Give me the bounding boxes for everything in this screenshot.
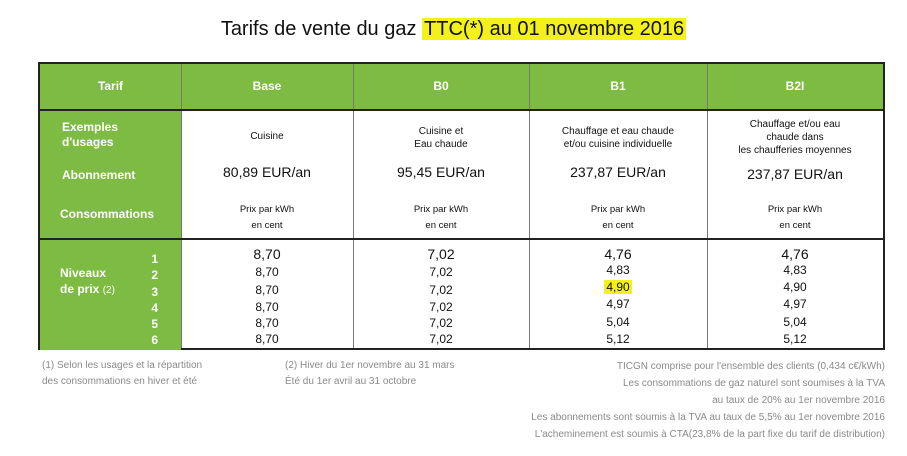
- usage-line: les chaufferies moyennes: [738, 145, 852, 156]
- usage-b0: Cuisine et Eau chaude: [353, 125, 529, 151]
- label-consommations: Consommations: [60, 207, 155, 221]
- footnote-2-line1: (2) Hiver du 1er novembre au 31 mars: [285, 360, 455, 371]
- price-b1-6: 5,12: [606, 332, 630, 346]
- abonnement-base: 80,89 EUR/an: [223, 164, 311, 180]
- prix-label-line2: en cent: [425, 220, 457, 231]
- level-number: 3: [151, 284, 158, 299]
- price-b1-1: 4,76: [604, 246, 632, 262]
- column-divider: [707, 64, 708, 348]
- price-b2i-4: 4,97: [783, 297, 807, 311]
- price-b0-2: 7,02: [429, 265, 453, 279]
- header-base: Base: [252, 79, 282, 93]
- footnote-2: (2) Hiver du 1er novembre au 31 mars Été…: [285, 358, 455, 390]
- price-b1-5: 5,04: [606, 315, 630, 329]
- prix-label-b0: Prix par kWh en cent: [353, 202, 529, 234]
- price-base-2: 8,70: [255, 265, 279, 279]
- price-b0-3: 7,02: [429, 283, 453, 297]
- usage-line: Cuisine: [250, 131, 284, 142]
- prix-label-line2: en cent: [602, 220, 634, 231]
- footnote-right-line: au taux de 20% au 1er novembre 2016: [712, 395, 885, 406]
- footnote-1-line1: (1) Selon les usages et la répartition: [42, 360, 203, 371]
- footnote-right: TICGN comprise pour l'ensemble des clien…: [531, 358, 885, 443]
- price-base-4: 8,70: [255, 300, 279, 314]
- price-base-6: 8,70: [255, 332, 279, 346]
- price-b0-4: 7,02: [429, 300, 453, 314]
- price-b2i-1: 4,76: [781, 246, 809, 262]
- level-number: 5: [151, 317, 158, 332]
- price-base-5: 8,70: [255, 316, 279, 330]
- footnote-right-line: TICGN comprise pour l'ensemble des clien…: [616, 361, 885, 372]
- label-exemples-line2: d'usages: [62, 135, 114, 149]
- usage-b1: Chauffage et eau chaude et/ou cuisine in…: [529, 125, 707, 151]
- usage-line: et/ou cuisine individuelle: [563, 139, 673, 150]
- title-highlight: TTC(*) au 01 novembre 2016: [422, 18, 687, 40]
- level-numbers: 1 2 3 4 5 6: [148, 251, 158, 349]
- price-b1-3: 4,90: [529, 280, 707, 294]
- label-exemples-line1: Exemples: [62, 120, 119, 134]
- price-b2i-5: 5,04: [783, 315, 807, 329]
- label-column-bottom: [40, 240, 181, 350]
- price-b0-6: 7,02: [429, 332, 453, 346]
- footnote-2-line2: Été du 1er avril au 31 octobre: [285, 376, 417, 387]
- usage-line: chaude dans: [766, 132, 824, 143]
- column-divider: [181, 64, 182, 348]
- label-niveaux-de-prix: Niveaux de prix (2): [60, 265, 115, 299]
- usage-line: Cuisine et: [418, 126, 464, 137]
- abonnement-b1: 237,87 EUR/an: [570, 164, 666, 180]
- usage-line: Eau chaude: [414, 139, 468, 150]
- price-b1-3-highlight: 4,90: [604, 280, 632, 294]
- price-b1-4: 4,97: [606, 297, 630, 311]
- prix-label-line2: en cent: [779, 220, 811, 231]
- prix-label-line1: Prix par kWh: [767, 204, 823, 215]
- usage-line: Chauffage et eau chaude: [561, 126, 675, 137]
- prix-label-b1: Prix par kWh en cent: [529, 202, 707, 234]
- level-number: 1: [151, 252, 158, 266]
- price-base-1: 8,70: [253, 246, 281, 262]
- label-abonnement: Abonnement: [62, 168, 136, 182]
- label-niveaux-note: (2): [102, 285, 115, 296]
- price-b2i-3: 4,90: [783, 280, 807, 294]
- price-b0-1: 7,02: [427, 246, 455, 262]
- footnote-right-line: Les abonnements sont soumis à la TVA au …: [531, 412, 885, 423]
- price-base-3: 8,70: [255, 283, 279, 297]
- footnote-right-line: Les consommations de gaz naturel sont so…: [623, 378, 885, 389]
- usage-b2i: Chauffage et/ou eau chaude dans les chau…: [707, 118, 883, 157]
- prix-label-line1: Prix par kWh: [590, 204, 646, 215]
- section-divider: [40, 238, 883, 240]
- abonnement-b2i: 237,87 EUR/an: [747, 166, 843, 182]
- abonnement-b0: 95,45 EUR/an: [397, 164, 485, 180]
- price-b2i-6: 5,12: [783, 332, 807, 346]
- table-header-row: [40, 64, 883, 110]
- price-b0-5: 7,02: [429, 316, 453, 330]
- title-prefix: Tarifs de vente du gaz: [220, 18, 423, 40]
- header-b2i: B2I: [785, 79, 805, 93]
- prix-label-base: Prix par kWh en cent: [181, 202, 353, 234]
- header-b0: B0: [433, 79, 449, 93]
- prix-label-line1: Prix par kWh: [413, 204, 469, 215]
- level-number: 4: [151, 300, 158, 315]
- price-b1-2: 4,83: [606, 263, 630, 277]
- column-divider: [529, 64, 530, 348]
- label-niveaux-line2: de prix: [60, 282, 100, 296]
- tariff-table: Tarif Base B0 B1 B2I Exemples d'usages A…: [38, 62, 885, 350]
- level-number: 2: [151, 268, 158, 283]
- level-number: 6: [151, 333, 158, 348]
- header-tarif: Tarif: [97, 79, 124, 93]
- price-b2i-2: 4,83: [783, 263, 807, 277]
- usage-base: Cuisine: [181, 130, 353, 143]
- prix-label-b2i: Prix par kWh en cent: [707, 202, 883, 234]
- footnote-1: (1) Selon les usages et la répartition d…: [42, 358, 202, 390]
- page-title: Tarifs de vente du gaz TTC(*) au 01 nove…: [0, 18, 907, 41]
- prix-label-line1: Prix par kWh: [239, 204, 295, 215]
- label-niveaux-line1: Niveaux: [60, 266, 107, 280]
- label-column-top: [40, 110, 181, 238]
- header-divider: [40, 109, 883, 111]
- footnote-right-line: L'acheminement est soumis à CTA(23,8% de…: [534, 429, 885, 440]
- header-b1: B1: [610, 79, 626, 93]
- prix-label-line2: en cent: [251, 220, 283, 231]
- column-divider: [353, 64, 354, 348]
- label-exemples-usages: Exemples d'usages: [62, 120, 118, 150]
- usage-line: Chauffage et/ou eau: [749, 119, 841, 130]
- footnote-1-line2: des consommations en hiver et été: [42, 376, 198, 387]
